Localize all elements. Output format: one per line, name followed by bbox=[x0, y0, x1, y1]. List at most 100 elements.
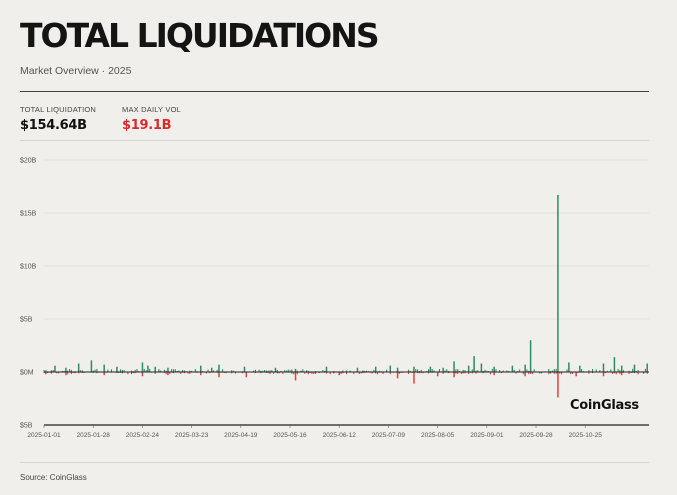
bar-long-minor bbox=[149, 368, 151, 372]
bar-short-minor bbox=[67, 372, 69, 375]
bar-short-minor bbox=[633, 372, 636, 374]
bar-long bbox=[602, 363, 605, 372]
bar-short-minor bbox=[457, 372, 459, 374]
bar-long-minor bbox=[52, 369, 54, 372]
bar-long-minor bbox=[289, 370, 291, 372]
bar-short-minor bbox=[371, 372, 373, 374]
bar-short-minor bbox=[242, 372, 244, 374]
bar-long-minor bbox=[123, 370, 125, 372]
bar-long-minor bbox=[517, 370, 519, 372]
bar-short-minor bbox=[353, 372, 355, 375]
bar-long-minor bbox=[533, 369, 535, 372]
stat-total-label: TOTAL LIQUIDATION bbox=[20, 105, 97, 114]
stat-max-label: MAX DAILY VOL bbox=[122, 105, 182, 114]
bar-long-minor bbox=[428, 369, 430, 372]
bar-long-minor bbox=[271, 370, 273, 372]
bar-long-minor bbox=[592, 368, 594, 372]
bar-short-minor bbox=[269, 372, 271, 375]
bar-short-minor bbox=[637, 372, 639, 375]
bar-long-minor bbox=[617, 368, 619, 372]
bar-long-minor bbox=[628, 370, 630, 372]
bar-long-minor bbox=[588, 370, 590, 372]
bar-long-minor bbox=[519, 369, 521, 372]
bar-short-minor bbox=[464, 372, 466, 374]
bar-long bbox=[389, 365, 392, 372]
bar-long-minor bbox=[94, 369, 96, 372]
bar-short bbox=[436, 372, 439, 377]
bar-long bbox=[579, 365, 581, 372]
bar-short-minor bbox=[276, 372, 278, 374]
bar-long-minor bbox=[324, 370, 326, 372]
bar-long-minor bbox=[477, 370, 479, 372]
bar-short-minor bbox=[56, 372, 58, 374]
bar-long-minor bbox=[207, 369, 209, 372]
bar-short-minor bbox=[47, 372, 49, 374]
bar-short-minor bbox=[460, 372, 462, 375]
bar-short-minor bbox=[333, 372, 335, 374]
bar-short-minor bbox=[522, 372, 524, 375]
bar-long-minor bbox=[444, 370, 446, 372]
bar-short-minor bbox=[307, 372, 309, 375]
bar-short-minor bbox=[183, 372, 185, 374]
bar-short-minor bbox=[209, 372, 211, 374]
bar-short-minor bbox=[471, 372, 473, 374]
bar-long bbox=[356, 367, 359, 372]
bar-long-minor bbox=[362, 370, 364, 372]
bar-short-minor bbox=[78, 372, 80, 374]
bar-long-minor bbox=[548, 368, 550, 372]
bar-short-minor bbox=[570, 372, 572, 375]
bar-short bbox=[200, 372, 202, 376]
bar-short-minor bbox=[555, 372, 557, 374]
bar-long bbox=[154, 366, 156, 372]
bar-short-minor bbox=[530, 372, 532, 374]
bar-long-minor bbox=[258, 369, 260, 372]
bar-long-minor bbox=[551, 370, 554, 372]
bar-long-minor bbox=[632, 368, 634, 372]
bar-long-minor bbox=[499, 370, 501, 372]
bar-long bbox=[524, 364, 526, 372]
bar-short-minor bbox=[362, 372, 364, 374]
bar-short bbox=[453, 372, 455, 378]
bar-long-minor bbox=[134, 369, 136, 372]
bar-long-minor bbox=[172, 369, 174, 372]
bar-short-minor bbox=[296, 372, 298, 375]
bar-short-minor bbox=[553, 372, 555, 374]
bar-short-minor bbox=[58, 372, 60, 374]
bar-long-minor bbox=[606, 370, 608, 372]
x-tick-label: 2025-09-28 bbox=[519, 432, 553, 439]
bar-long bbox=[147, 365, 149, 372]
bar-long bbox=[557, 194, 559, 372]
bar-long-minor bbox=[644, 368, 646, 372]
bar-long bbox=[141, 362, 144, 372]
bar-long-minor bbox=[637, 370, 639, 372]
bar-long-minor bbox=[260, 370, 262, 372]
stat-max-value: $19.1B bbox=[122, 118, 172, 133]
bar-short-minor bbox=[376, 372, 379, 375]
bar-short-minor bbox=[223, 372, 226, 374]
bar-short-minor bbox=[340, 372, 342, 375]
bar-long-minor bbox=[482, 370, 484, 372]
bar-short-minor bbox=[313, 372, 315, 375]
bar-long-minor bbox=[183, 370, 185, 372]
bar-short bbox=[557, 372, 559, 398]
bar-short-minor bbox=[643, 372, 645, 374]
bar-long bbox=[633, 364, 636, 372]
bar-long-minor bbox=[595, 369, 597, 372]
bar-short-minor bbox=[318, 372, 320, 374]
bar-short-minor bbox=[559, 372, 561, 374]
bar-long-minor bbox=[407, 369, 410, 372]
bar-long-minor bbox=[446, 369, 448, 372]
bar-short-minor bbox=[165, 372, 167, 375]
bar-short-minor bbox=[273, 372, 275, 374]
bar-long-minor bbox=[550, 370, 552, 372]
bar-long-minor bbox=[92, 370, 94, 372]
bar-long bbox=[167, 367, 169, 372]
bar-long-minor bbox=[191, 370, 193, 372]
bar-long-minor bbox=[635, 370, 637, 372]
bar-short-minor bbox=[134, 372, 136, 374]
bar-long-minor bbox=[107, 369, 109, 372]
bar-short-minor bbox=[482, 372, 484, 374]
bar-long-minor bbox=[378, 370, 380, 372]
bar-long-minor bbox=[136, 369, 138, 372]
bar-short-minor bbox=[127, 372, 129, 375]
